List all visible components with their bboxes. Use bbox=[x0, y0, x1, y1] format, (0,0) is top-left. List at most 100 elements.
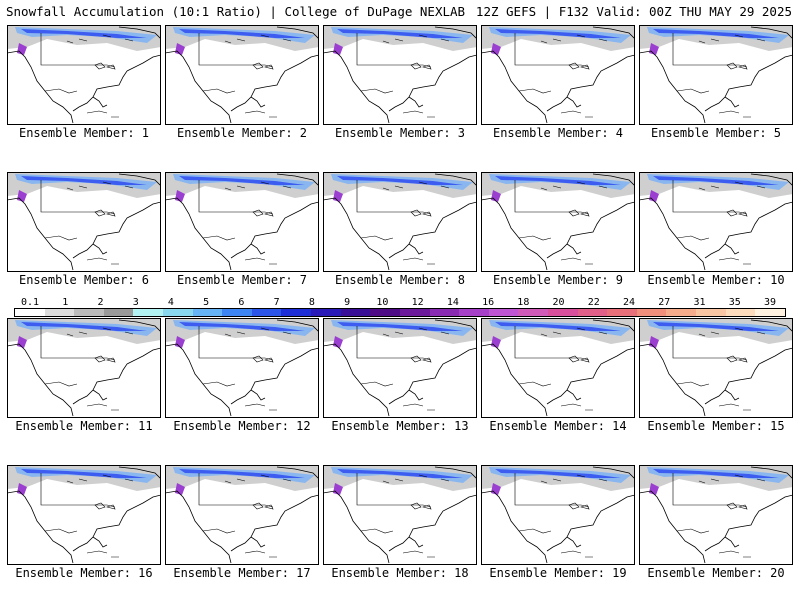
colorbar-swatch bbox=[577, 309, 608, 316]
colorbar-label: 3 bbox=[132, 297, 139, 308]
colorbar-swatch bbox=[15, 309, 45, 316]
map-panel bbox=[323, 465, 477, 565]
map-panel bbox=[481, 465, 635, 565]
ensemble-panel: Ensemble Member: 4 bbox=[481, 25, 635, 140]
ensemble-panel: Ensemble Member: 15 bbox=[639, 318, 793, 433]
ensemble-panel: Ensemble Member: 11 bbox=[7, 318, 161, 433]
panel-label: Ensemble Member: 4 bbox=[492, 126, 624, 140]
map-panel bbox=[481, 25, 635, 125]
colorbar-label: 10 bbox=[376, 297, 389, 308]
panel-label: Ensemble Member: 16 bbox=[15, 566, 153, 580]
colorbar-label: 35 bbox=[728, 297, 741, 308]
panel-label: Ensemble Member: 11 bbox=[15, 419, 153, 433]
map-panel bbox=[7, 465, 161, 565]
colorbar-label: 1 bbox=[62, 297, 69, 308]
map-panel bbox=[323, 172, 477, 272]
colorbar-swatch bbox=[459, 309, 489, 316]
panel-label: Ensemble Member: 1 bbox=[18, 126, 150, 140]
colorbar-label: 7 bbox=[273, 297, 280, 308]
ensemble-panel: Ensemble Member: 1 bbox=[7, 25, 161, 140]
colorbar-label: 31 bbox=[693, 297, 706, 308]
map-panel bbox=[323, 318, 477, 418]
colorbar-swatch bbox=[103, 309, 134, 316]
colorbar-swatch bbox=[44, 309, 75, 316]
run-info: 12Z GEFS | F132 Valid: 00Z THU MAY 29 20… bbox=[475, 4, 792, 19]
colorbar-swatch bbox=[163, 309, 193, 316]
map-panel bbox=[7, 25, 161, 125]
ensemble-panel: Ensemble Member: 20 bbox=[639, 465, 793, 580]
panel-label: Ensemble Member: 15 bbox=[647, 419, 785, 433]
ensemble-panel: Ensemble Member: 7 bbox=[165, 172, 319, 287]
map-panel bbox=[165, 465, 319, 565]
colorbar-label: 12 bbox=[411, 297, 424, 308]
chart-title: Snowfall Accumulation (10:1 Ratio) | Col… bbox=[6, 4, 466, 19]
colorbar-label: 4 bbox=[167, 297, 174, 308]
ensemble-panel: Ensemble Member: 17 bbox=[165, 465, 319, 580]
ensemble-panel: Ensemble Member: 19 bbox=[481, 465, 635, 580]
panel-label: Ensemble Member: 8 bbox=[334, 273, 466, 287]
colorbar-swatch bbox=[192, 309, 223, 316]
ensemble-panel: Ensemble Member: 6 bbox=[7, 172, 161, 287]
colorbar-swatch bbox=[607, 309, 637, 316]
colorbar-label: 0.1 bbox=[20, 297, 40, 308]
colorbar-swatch bbox=[222, 309, 252, 316]
panel-label: Ensemble Member: 19 bbox=[489, 566, 627, 580]
colorbar-label: 8 bbox=[308, 297, 315, 308]
ensemble-panel: Ensemble Member: 18 bbox=[323, 465, 477, 580]
ensemble-panel: Ensemble Member: 2 bbox=[165, 25, 319, 140]
colorbar-label: 16 bbox=[482, 297, 495, 308]
colorbar-swatch bbox=[311, 309, 341, 316]
ensemble-panel: Ensemble Member: 8 bbox=[323, 172, 477, 287]
colorbar-swatch bbox=[429, 309, 460, 316]
map-panel bbox=[323, 25, 477, 125]
colorbar-label: 22 bbox=[587, 297, 600, 308]
ensemble-panel: Ensemble Member: 16 bbox=[7, 465, 161, 580]
map-panel bbox=[7, 318, 161, 418]
colorbar-label: 14 bbox=[446, 297, 459, 308]
colorbar-swatch bbox=[725, 309, 756, 316]
panel-label: Ensemble Member: 18 bbox=[331, 566, 469, 580]
panel-label: Ensemble Member: 3 bbox=[334, 126, 466, 140]
map-panel bbox=[165, 25, 319, 125]
panel-label: Ensemble Member: 14 bbox=[489, 419, 627, 433]
panel-label: Ensemble Member: 17 bbox=[173, 566, 311, 580]
map-panel bbox=[481, 318, 635, 418]
panel-label: Ensemble Member: 12 bbox=[173, 419, 311, 433]
map-panel bbox=[639, 465, 793, 565]
panel-label: Ensemble Member: 10 bbox=[647, 273, 785, 287]
colorbar-strip bbox=[14, 308, 786, 317]
colorbar-swatch bbox=[547, 309, 578, 316]
colorbar-legend: 0.1 1 2 3 4 5 6 7 8 9 10 12 14 16 18 20 22 24 27 31 35 39 bbox=[14, 297, 786, 321]
panel-label: Ensemble Member: 6 bbox=[18, 273, 150, 287]
colorbar-swatch bbox=[518, 309, 548, 316]
colorbar-swatch bbox=[696, 309, 726, 316]
map-panel bbox=[481, 172, 635, 272]
panel-label: Ensemble Member: 20 bbox=[647, 566, 785, 580]
map-panel bbox=[639, 25, 793, 125]
colorbar-label: 6 bbox=[238, 297, 245, 308]
ensemble-panel: Ensemble Member: 12 bbox=[165, 318, 319, 433]
colorbar-label: 9 bbox=[344, 297, 351, 308]
colorbar-swatch bbox=[74, 309, 104, 316]
ensemble-panel: Ensemble Member: 10 bbox=[639, 172, 793, 287]
ensemble-panel: Ensemble Member: 14 bbox=[481, 318, 635, 433]
colorbar-swatch bbox=[488, 309, 519, 316]
colorbar-label: 18 bbox=[517, 297, 530, 308]
panel-label: Ensemble Member: 7 bbox=[176, 273, 308, 287]
map-panel bbox=[639, 172, 793, 272]
colorbar-swatch bbox=[340, 309, 371, 316]
colorbar-swatch bbox=[399, 309, 430, 316]
panel-label: Ensemble Member: 5 bbox=[650, 126, 782, 140]
ensemble-panel: Ensemble Member: 5 bbox=[639, 25, 793, 140]
colorbar-label: 5 bbox=[203, 297, 210, 308]
colorbar-label: 20 bbox=[552, 297, 565, 308]
map-panel bbox=[639, 318, 793, 418]
ensemble-panel: Ensemble Member: 13 bbox=[323, 318, 477, 433]
colorbar-label: 27 bbox=[658, 297, 671, 308]
map-panel bbox=[7, 172, 161, 272]
colorbar-swatch bbox=[251, 309, 282, 316]
colorbar-label: 24 bbox=[623, 297, 636, 308]
panel-label: Ensemble Member: 9 bbox=[492, 273, 624, 287]
colorbar-swatch bbox=[281, 309, 312, 316]
colorbar-label: 2 bbox=[97, 297, 104, 308]
